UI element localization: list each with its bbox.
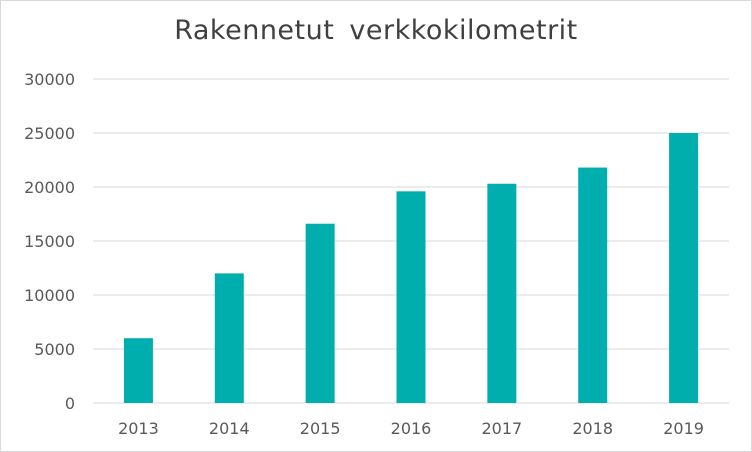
x-tick-label-2019: 2019 (663, 419, 704, 438)
x-tick-label-2014: 2014 (209, 419, 250, 438)
y-tick-label-0: 0 (65, 394, 75, 413)
x-tick-label-2018: 2018 (572, 419, 613, 438)
y-tick-label-15000: 15000 (24, 232, 75, 251)
y-tick-label-5000: 5000 (34, 340, 75, 359)
x-tick-label-2017: 2017 (481, 419, 522, 438)
axes: 0 5000 10000 15000 20000 25000 30000 2013 2014 20… (24, 70, 704, 438)
y-tick-label-20000: 20000 (24, 178, 75, 197)
bar-2013 (123, 338, 153, 403)
bar-2015 (305, 223, 335, 403)
bar-2017 (487, 183, 517, 403)
chart-title: Rakennetut verkkokilometrit (174, 15, 578, 46)
x-tick-label-2016: 2016 (391, 419, 432, 438)
y-tick-label-25000: 25000 (24, 124, 75, 143)
x-tick-label-2015: 2015 (300, 419, 341, 438)
bar-2014 (214, 273, 244, 403)
bars (123, 133, 699, 403)
y-tick-label-10000: 10000 (24, 286, 75, 305)
x-tick-label-2013: 2013 (118, 419, 159, 438)
bar-2016 (396, 191, 426, 403)
bar-2018 (578, 167, 608, 403)
bar-2019 (669, 133, 699, 403)
y-tick-label-30000: 30000 (24, 70, 75, 89)
